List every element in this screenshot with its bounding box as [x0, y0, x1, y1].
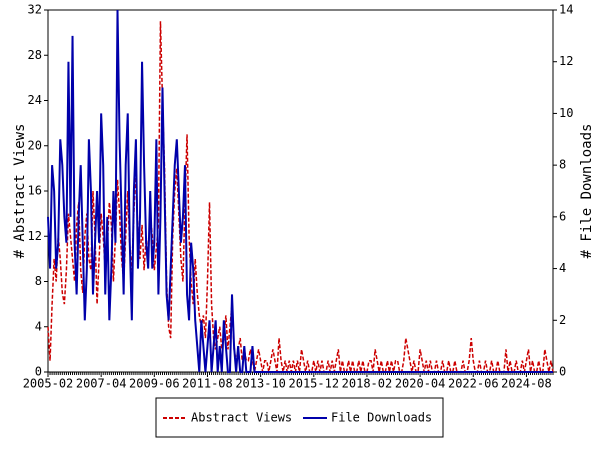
series-line — [47, 21, 554, 373]
y2-tick-label: 8 — [559, 158, 566, 172]
legend-label: File Downloads — [331, 411, 432, 425]
y2-tick-label: 12 — [559, 54, 573, 68]
y2-tick-label: 14 — [559, 3, 573, 17]
y2-axis-title: # File Downloads — [579, 124, 595, 259]
y2-tick-label: 2 — [559, 313, 566, 327]
y2-tick-label: 4 — [559, 261, 566, 275]
x-tick-label: 2020-04 — [395, 377, 446, 391]
y-tick-label: 24 — [28, 93, 42, 107]
x-tick-label: 2024-08 — [501, 377, 552, 391]
legend-label: Abstract Views — [191, 411, 292, 425]
y-tick-label: 16 — [28, 184, 42, 198]
y-tick-label: 32 — [28, 3, 42, 17]
y2-tick-label: 10 — [559, 106, 573, 120]
y-tick-label: 28 — [28, 48, 42, 62]
y2-tick-label: 0 — [559, 365, 566, 379]
series-line — [47, 9, 553, 373]
x-tick-label: 2013-10 — [235, 377, 286, 391]
y-tick-label: 12 — [28, 229, 42, 243]
legend — [155, 397, 444, 438]
y2-tick-label: 6 — [559, 209, 566, 223]
x-tick-label: 2011-08 — [182, 377, 233, 391]
y-tick-label: 20 — [28, 138, 42, 152]
x-tick-label: 2009-06 — [129, 377, 180, 391]
plot-area — [47, 9, 554, 373]
y-tick-label: 4 — [35, 319, 42, 333]
y-tick-label: 8 — [35, 274, 42, 288]
x-tick-label: 2018-02 — [342, 377, 393, 391]
y-tick-label: 0 — [35, 365, 42, 379]
x-tick-label: 2005-02 — [23, 377, 74, 391]
x-tick-label: 2022-06 — [448, 377, 499, 391]
x-tick-label: 2007-04 — [76, 377, 127, 391]
x-tick-label: 2015-12 — [289, 377, 340, 391]
y-axis-title: # Abstract Views — [12, 124, 28, 259]
